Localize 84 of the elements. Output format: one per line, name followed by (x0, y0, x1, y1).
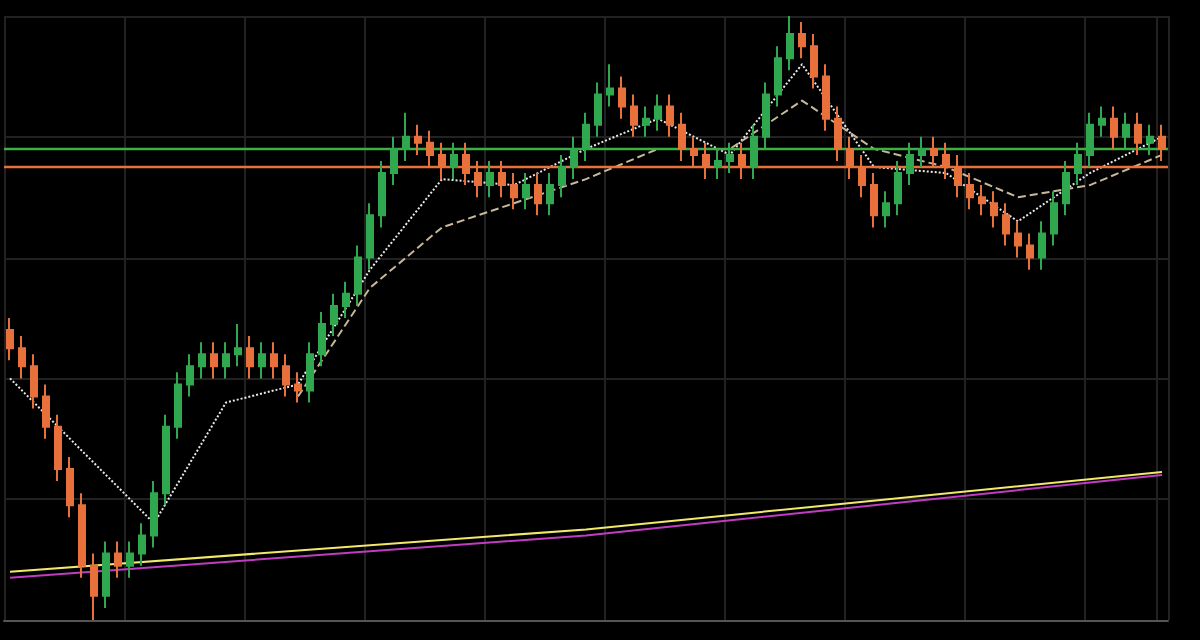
candlestick (582, 111, 590, 162)
candlestick (1050, 190, 1058, 247)
candlestick (570, 135, 578, 181)
candlestick (1002, 202, 1010, 247)
candlestick (906, 141, 914, 187)
candlestick (366, 202, 374, 271)
candlestick (822, 63, 830, 132)
candlestick (234, 323, 242, 368)
candlestick (894, 159, 902, 217)
candlestick (1110, 105, 1118, 150)
candlestick (102, 540, 110, 609)
candlestick (1086, 111, 1094, 168)
candlestick (618, 75, 626, 120)
candlestick (1134, 111, 1142, 156)
candlestick (246, 335, 254, 380)
candlestick (354, 244, 362, 307)
candlestick (762, 81, 770, 150)
candlestick (150, 480, 158, 549)
candlestick (402, 111, 410, 162)
candlestick (186, 353, 194, 398)
candlestick (1074, 141, 1082, 187)
candlestick (966, 172, 974, 211)
candlestick (1062, 159, 1070, 217)
candlestick (750, 123, 758, 181)
candlestick (870, 172, 878, 229)
candlestick (1026, 232, 1034, 271)
candlestick (1146, 123, 1154, 156)
candlestick (90, 552, 98, 621)
candlestick (774, 45, 782, 108)
candlestick (342, 280, 350, 319)
candlestick (726, 141, 734, 175)
candlestick (210, 341, 218, 380)
candlestick (1158, 123, 1166, 162)
candlestick (18, 335, 26, 380)
candlestick (1098, 105, 1106, 138)
candlestick (714, 147, 722, 181)
candlestick (198, 341, 206, 380)
candlestick (390, 135, 398, 187)
candlestick (666, 93, 674, 138)
candlestick (306, 341, 314, 404)
candlestick (450, 141, 458, 181)
candlestick (810, 33, 818, 90)
candlestick (486, 159, 494, 199)
candlestick (174, 371, 182, 440)
candlestick (414, 123, 422, 156)
candlestick (834, 105, 842, 162)
candlestick (54, 413, 62, 483)
candlestick (654, 93, 662, 132)
candlestick (798, 21, 806, 60)
candlestick (114, 540, 122, 579)
candlestick (318, 310, 326, 368)
candlestick (594, 81, 602, 138)
candlestick (642, 105, 650, 138)
candlestick (1014, 220, 1022, 259)
candlestick (258, 341, 266, 380)
candlestick (990, 190, 998, 229)
candlestick (918, 135, 926, 168)
candlestick (546, 172, 554, 217)
candlestick (606, 63, 614, 108)
candlestick (270, 341, 278, 380)
candlestick (78, 492, 86, 579)
candlestick (558, 153, 566, 199)
candlestick (978, 184, 986, 217)
candlestick (42, 383, 50, 440)
candlestick (66, 455, 74, 519)
candlestick (162, 413, 170, 507)
candlestick (882, 190, 890, 229)
candlestick (282, 353, 290, 398)
candlestick (126, 540, 134, 579)
candlestick (630, 93, 638, 138)
candlestick (678, 111, 686, 162)
candlestick (786, 15, 794, 72)
candlestick (1038, 220, 1046, 271)
candlestick (30, 353, 38, 410)
candlestick (534, 172, 542, 217)
candlestick (6, 317, 14, 362)
candlestick (1122, 111, 1130, 150)
candlestick (522, 172, 530, 211)
candlestick (378, 159, 386, 229)
candlestick (138, 522, 146, 567)
candlestick (222, 341, 230, 380)
candlestick (294, 371, 302, 404)
candlestick (330, 292, 338, 338)
candlestick (510, 172, 518, 211)
